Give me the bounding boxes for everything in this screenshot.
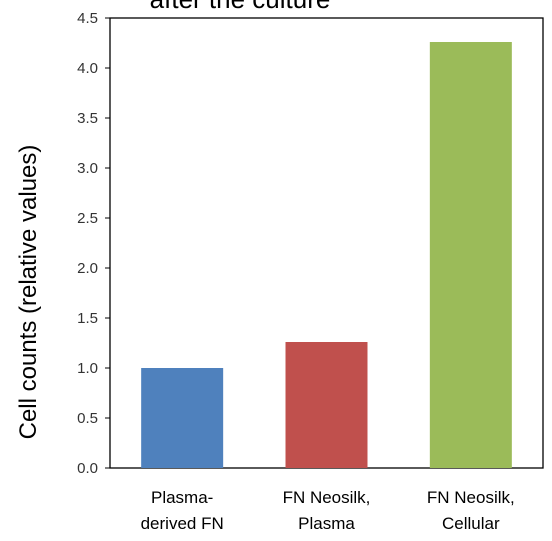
y-tick-label: 0.5 [77, 410, 98, 427]
bar [141, 368, 224, 468]
y-tick-label: 4.0 [77, 60, 98, 77]
y-tick-label: 4.5 [77, 10, 98, 27]
bar [285, 342, 368, 468]
y-tick-label: 1.0 [77, 360, 98, 377]
y-axis-label: Cell counts (relative values) [15, 145, 42, 440]
y-tick-label: 2.0 [77, 260, 98, 277]
x-tick-label: FN Neosilk, Plasma [283, 488, 371, 533]
bar [429, 42, 512, 468]
x-tick-label: Plasma-derived FN [141, 488, 224, 533]
y-tick-label: 3.0 [77, 160, 98, 177]
y-tick-label: 3.5 [77, 110, 98, 127]
plot-area: 0.0 0.5 1.0 1.5 2.0 2.5 3.0 3.5 4.0 4.5 Plasma-der… [77, 10, 544, 533]
y-tick-label: 1.5 [77, 310, 98, 327]
x-tick-label: FN Neosilk, Cellular [427, 488, 515, 533]
y-tick-label: 0.0 [77, 460, 98, 477]
y-tick-label: 2.5 [77, 210, 98, 227]
chart-title: after the culture [150, 0, 331, 14]
